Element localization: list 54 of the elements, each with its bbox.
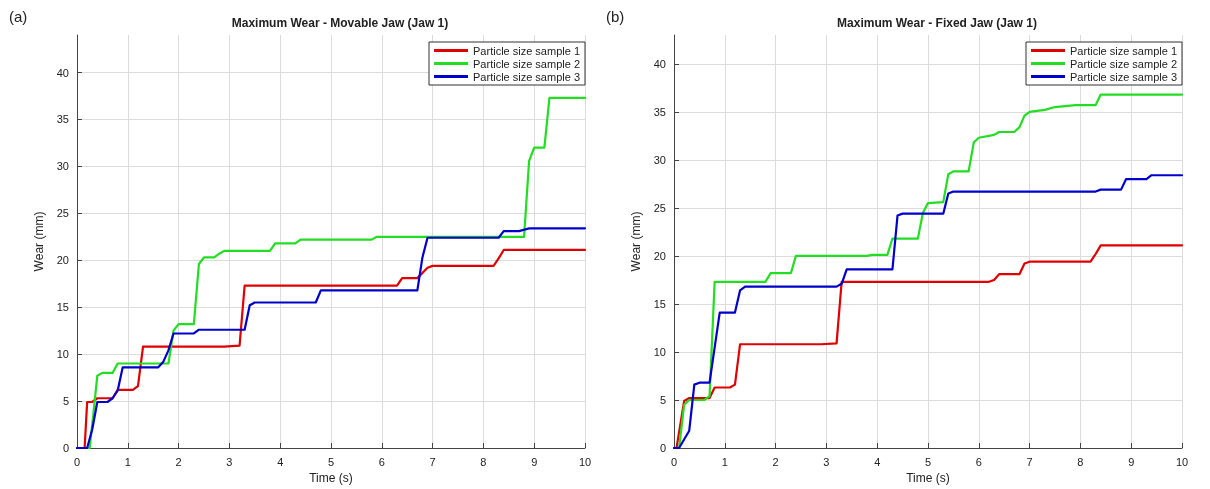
y-tick-label: 20 bbox=[56, 254, 69, 267]
x-tick-label: 4 bbox=[874, 455, 881, 468]
x-axis-title: Time (s) bbox=[309, 470, 353, 485]
y-tick-label: 30 bbox=[56, 160, 69, 173]
legend-label: Particle size sample 3 bbox=[1070, 70, 1178, 83]
y-tick-label: 35 bbox=[653, 105, 666, 118]
legend-label: Particle size sample 2 bbox=[1070, 57, 1178, 70]
x-tick-label: 10 bbox=[578, 455, 592, 468]
legend-label: Particle size sample 1 bbox=[473, 44, 581, 57]
y-tick-label: 25 bbox=[653, 201, 666, 214]
y-tick-label: 0 bbox=[659, 442, 666, 454]
x-tick-label: 0 bbox=[670, 455, 678, 468]
x-tick-label: 7 bbox=[1026, 455, 1033, 468]
y-tick-label: 40 bbox=[56, 66, 69, 79]
legend-label: Particle size sample 3 bbox=[473, 70, 581, 83]
y-tick-label: 0 bbox=[62, 442, 69, 454]
x-tick-label: 8 bbox=[480, 455, 487, 468]
y-tick-label: 30 bbox=[653, 153, 666, 166]
x-tick-label: 9 bbox=[531, 455, 538, 468]
x-tick-label: 5 bbox=[924, 455, 932, 468]
y-tick-label: 40 bbox=[653, 57, 666, 70]
x-tick-label: 4 bbox=[277, 455, 284, 468]
legend-label: Particle size sample 2 bbox=[473, 57, 581, 70]
x-tick-label: 0 bbox=[73, 455, 81, 468]
x-tick-label: 10 bbox=[1175, 455, 1189, 468]
y-tick-label: 15 bbox=[56, 301, 69, 314]
y-tick-label: 20 bbox=[653, 249, 666, 262]
x-tick-label: 2 bbox=[175, 455, 182, 468]
y-axis-title: Wear (mm) bbox=[629, 211, 643, 272]
x-tick-label: 6 bbox=[378, 455, 385, 468]
x-axis-title: Time (s) bbox=[906, 470, 950, 485]
chart-title: Maximum Wear - Fixed Jaw (Jaw 1) bbox=[837, 16, 1037, 30]
x-tick-label: 2 bbox=[772, 455, 779, 468]
x-tick-label: 1 bbox=[721, 455, 728, 468]
y-tick-label: 35 bbox=[56, 113, 69, 126]
y-tick-label: 25 bbox=[56, 207, 69, 220]
y-tick-label: 15 bbox=[653, 297, 666, 310]
y-tick-label: 10 bbox=[653, 345, 666, 358]
x-tick-label: 1 bbox=[124, 455, 131, 468]
x-tick-label: 3 bbox=[226, 455, 233, 468]
x-tick-label: 5 bbox=[327, 455, 335, 468]
y-tick-label: 10 bbox=[56, 348, 69, 361]
y-tick-label: 5 bbox=[659, 393, 666, 406]
x-tick-label: 9 bbox=[1128, 455, 1135, 468]
x-tick-label: 3 bbox=[823, 455, 830, 468]
legend-label: Particle size sample 1 bbox=[1070, 44, 1178, 57]
text: (b) bbox=[606, 8, 625, 25]
y-axis-title: Wear (mm) bbox=[32, 211, 46, 272]
text: (a) bbox=[9, 8, 28, 25]
x-tick-label: 7 bbox=[429, 455, 436, 468]
chart-title: Maximum Wear - Movable Jaw (Jaw 1) bbox=[231, 16, 449, 30]
x-tick-label: 8 bbox=[1077, 455, 1084, 468]
y-tick-label: 5 bbox=[62, 395, 69, 408]
x-tick-label: 6 bbox=[975, 455, 982, 468]
